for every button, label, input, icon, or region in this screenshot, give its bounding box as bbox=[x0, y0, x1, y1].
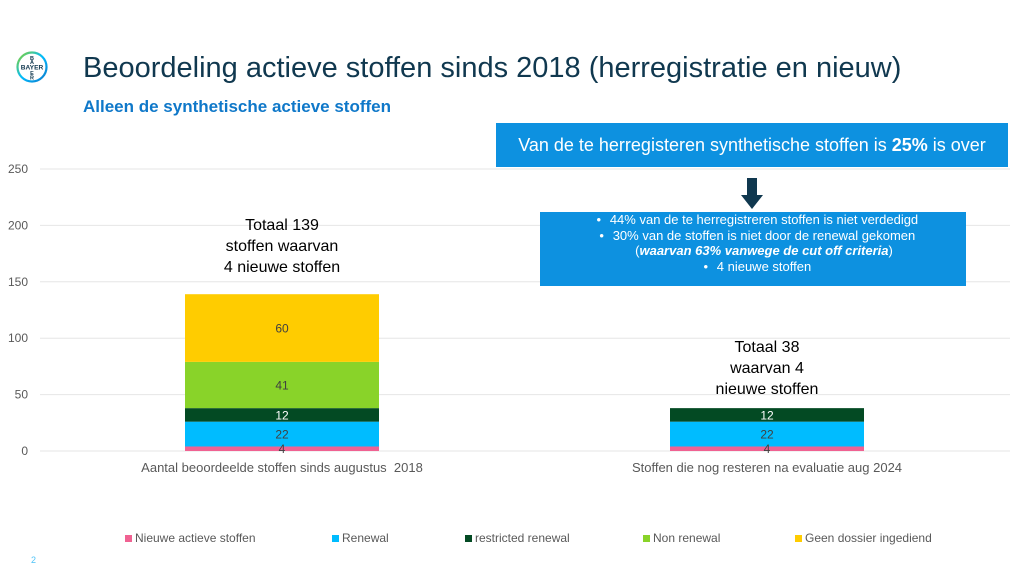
legend-swatch bbox=[332, 534, 339, 542]
callout-line-1-text: 44% van de te herregistreren stoffen is … bbox=[609, 212, 919, 227]
callout-top-percent: 25% bbox=[891, 134, 928, 155]
paren-open: ( bbox=[635, 243, 640, 258]
legend-item: Non renewal bbox=[643, 531, 720, 545]
y-tick-label: 150 bbox=[8, 275, 28, 289]
data-label: 60 bbox=[275, 322, 289, 336]
callout-line-1: • 44% van de te herregistreren stoffen is… bbox=[540, 212, 966, 228]
legend-label: Renewal bbox=[342, 531, 389, 545]
callout-line-4-text: 4 nieuwe stoffen bbox=[716, 258, 812, 274]
svg-text:BAYER: BAYER bbox=[21, 65, 44, 72]
svg-text:E: E bbox=[30, 71, 34, 77]
callout-line-3-emphasis: waarvan 63% vanwege de cut off criteria bbox=[639, 243, 889, 258]
bar-segment bbox=[185, 408, 379, 422]
bar-segment bbox=[185, 421, 379, 447]
bullet: • bbox=[596, 212, 602, 227]
callout-line-3: (waarvan 63% vanwege de cut off criteria… bbox=[540, 243, 966, 259]
callout-top-prefix: Van de te herregisteren synthetische sto… bbox=[518, 134, 892, 155]
bar2-annotation: Totaal 38 waarvan 4 nieuwe stoffen bbox=[716, 337, 819, 400]
bar-segment bbox=[185, 361, 379, 409]
data-label: 4 bbox=[764, 442, 771, 456]
data-label: 41 bbox=[275, 379, 289, 393]
data-label: 12 bbox=[275, 408, 289, 422]
legend-label: Geen dossier ingediend bbox=[805, 531, 932, 545]
paren-close: ) bbox=[888, 243, 893, 258]
legend-swatch bbox=[795, 534, 802, 542]
data-label: 4 bbox=[279, 442, 286, 456]
bar-segment bbox=[670, 408, 864, 422]
legend-swatch bbox=[125, 534, 132, 542]
data-label: 22 bbox=[760, 428, 774, 442]
callout-top: Van de te herregisteren synthetische sto… bbox=[496, 123, 1008, 167]
page-subtitle: Alleen de synthetische actieve stoffen bbox=[83, 97, 391, 116]
bullet: • bbox=[599, 227, 604, 243]
bar1-annotation: Totaal 139 stoffen waarvan 4 nieuwe stof… bbox=[224, 215, 340, 278]
data-label: 12 bbox=[760, 408, 774, 422]
callout-bottom: • 44% van de te herregistreren stoffen is… bbox=[540, 212, 966, 286]
callout-top-suffix: is over bbox=[927, 134, 986, 155]
data-label: 22 bbox=[275, 428, 289, 442]
callout-line-4: • 4 nieuwe stoffen bbox=[540, 259, 966, 275]
legend-item: Geen dossier ingediend bbox=[795, 531, 932, 545]
callout-line-2-text: 30% van de stoffen is niet door de renew… bbox=[612, 227, 916, 243]
bar2-annotation-line: waarvan 4 bbox=[730, 360, 804, 377]
bar1-annotation-line: 4 nieuwe stoffen bbox=[223, 259, 341, 276]
x-tick-label: Aantal beoordeelde stoffen sinds augustu… bbox=[141, 460, 423, 475]
bar1-annotation-line: Totaal 139 bbox=[245, 217, 319, 234]
arrow-down-icon bbox=[741, 178, 763, 209]
legend-label: restricted renewal bbox=[475, 531, 570, 545]
bar2-annotation-line: Totaal 38 bbox=[734, 339, 800, 356]
legend-item: Renewal bbox=[332, 531, 389, 545]
legend-swatch bbox=[465, 534, 472, 542]
legend-item: restricted renewal bbox=[465, 531, 570, 545]
svg-text:B: B bbox=[30, 56, 34, 62]
callout-line-2: • 30% van de stoffen is niet door de rene… bbox=[540, 228, 966, 244]
legend-item: Nieuwe actieve stoffen bbox=[125, 531, 256, 545]
page-title: Beoordeling actieve stoffen sinds 2018 (… bbox=[83, 52, 902, 84]
bar2-annotation-line: nieuwe stoffen bbox=[715, 381, 819, 398]
bar1-annotation-line: stoffen waarvan bbox=[225, 238, 339, 255]
bar-segment bbox=[670, 421, 864, 447]
bar-segment bbox=[185, 294, 379, 362]
y-tick-label: 50 bbox=[15, 388, 29, 402]
y-tick-label: 250 bbox=[8, 162, 28, 176]
chart-legend: Nieuwe actieve stoffen Renewal restricted … bbox=[0, 531, 1024, 549]
y-tick-label: 100 bbox=[8, 331, 28, 345]
legend-label: Non renewal bbox=[653, 531, 721, 545]
svg-text:R: R bbox=[30, 76, 34, 82]
bar-segment bbox=[185, 446, 379, 451]
bullet: • bbox=[703, 258, 709, 274]
svg-text:A: A bbox=[30, 60, 34, 66]
legend-swatch bbox=[643, 534, 650, 542]
bar-segment bbox=[670, 446, 864, 451]
y-tick-label: 0 bbox=[21, 444, 28, 458]
bayer-logo: BAYER B A E R bbox=[16, 51, 48, 83]
legend-label: Nieuwe actieve stoffen bbox=[135, 531, 256, 545]
page-number: 2 bbox=[31, 555, 37, 565]
y-tick-label: 200 bbox=[8, 218, 28, 232]
x-tick-label: Stoffen die nog resteren na evaluatie au… bbox=[632, 460, 902, 475]
